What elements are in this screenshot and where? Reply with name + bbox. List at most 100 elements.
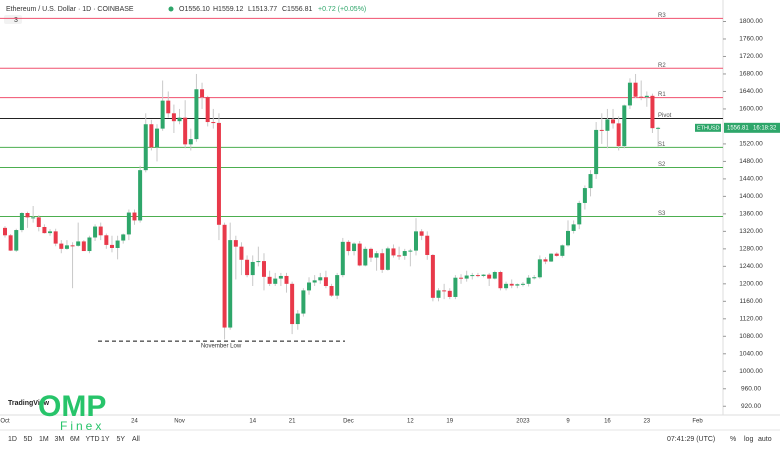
range-button[interactable]: 6M: [70, 436, 80, 443]
range-button[interactable]: All: [132, 436, 140, 443]
x-tick-label: 21: [289, 419, 296, 425]
y-tick-label: 1080.00: [739, 333, 763, 340]
candle-body: [98, 226, 103, 236]
candle-body: [329, 286, 334, 296]
symbol-tag: [695, 123, 721, 132]
x-tick-label: 12: [407, 419, 414, 425]
y-tick-label: 1760.00: [739, 36, 763, 43]
candle-body: [487, 274, 492, 279]
y-tick-label: 1720.00: [739, 53, 763, 60]
logo-sub: Finex: [60, 419, 104, 433]
level-label: R1: [658, 92, 666, 98]
candle-body: [611, 119, 616, 124]
candle-body: [340, 241, 345, 276]
range-button[interactable]: 5D: [24, 436, 33, 443]
candle-body: [436, 290, 441, 298]
candle-body: [599, 129, 604, 131]
candle-body: [492, 272, 497, 279]
candle-body: [205, 97, 210, 123]
candle-body: [571, 224, 576, 231]
candle-body: [166, 100, 171, 114]
y-tick-label: 1320.00: [739, 228, 763, 235]
candle-body: [526, 277, 531, 284]
indicator-toggle[interactable]: [4, 15, 22, 24]
y-tick-label: 1240.00: [739, 263, 763, 270]
candle-body: [397, 255, 402, 257]
candle-body: [616, 123, 621, 147]
candle-body: [132, 212, 137, 221]
candle-body: [549, 253, 554, 262]
range-button[interactable]: YTD: [86, 436, 100, 443]
candle-body: [442, 290, 447, 292]
candle-body: [290, 283, 295, 325]
range-button[interactable]: 3M: [55, 436, 65, 443]
candle-body: [81, 241, 86, 252]
x-tick-label: 2023: [516, 419, 530, 425]
status-dot: [168, 6, 174, 12]
candle-body: [644, 95, 649, 98]
y-tick-label: 1200.00: [739, 281, 763, 288]
candle-body: [413, 231, 418, 251]
candle-body: [160, 100, 165, 129]
axis-option[interactable]: %: [730, 436, 736, 443]
candle-body: [318, 277, 323, 281]
candle-body: [498, 272, 503, 289]
candle-body: [419, 231, 424, 236]
open: O1556.10: [179, 6, 210, 13]
price-countdown: 16:18:32: [753, 125, 777, 131]
candle-body: [36, 217, 41, 227]
y-tick-label: 1360.00: [739, 211, 763, 218]
axis-option[interactable]: log: [744, 436, 753, 443]
price-value: 1556.81: [727, 125, 749, 131]
candle-body: [211, 122, 216, 124]
candle-body: [481, 274, 486, 276]
candle-body: [109, 244, 114, 248]
y-tick-label: 1120.00: [739, 316, 762, 323]
candle-body: [447, 290, 452, 297]
candle-body: [53, 231, 58, 244]
candle-body: [121, 234, 126, 241]
x-tick-label: 16: [604, 419, 611, 425]
range-button[interactable]: 5Y: [117, 436, 126, 443]
candle-body: [335, 275, 340, 296]
x-tick-label: 9: [566, 419, 570, 425]
symbol: Ethereum / U.S. Dollar · 1D · COINBASE: [6, 6, 134, 13]
candle-body: [588, 174, 593, 189]
candle-body: [143, 124, 148, 171]
candle-body: [194, 89, 199, 140]
x-tick-label: 23: [643, 419, 650, 425]
candle-body: [3, 227, 7, 236]
y-tick-label: 1400.00: [739, 193, 763, 200]
candle-body: [352, 243, 357, 252]
level-label: R2: [658, 63, 666, 69]
candle-body: [532, 277, 537, 279]
candle-body: [368, 248, 373, 258]
candle-body: [8, 235, 13, 251]
candle-body: [346, 241, 351, 252]
candle-body: [273, 278, 278, 284]
candle-body: [515, 284, 520, 286]
x-tick-label: 24: [131, 419, 138, 425]
candle-body: [582, 188, 587, 203]
y-tick-label: 1480.00: [739, 158, 763, 165]
y-tick-label: 1520.00: [739, 141, 763, 148]
y-tick-label: 1000.00: [739, 368, 763, 375]
y-tick-label: 1160.00: [739, 298, 762, 305]
candle-body: [155, 128, 160, 148]
range-button[interactable]: 1D: [8, 436, 17, 443]
candle-body: [115, 240, 120, 248]
candle-body: [138, 170, 143, 221]
y-tick-label: 1280.00: [739, 246, 763, 253]
range-button[interactable]: 1M: [39, 436, 49, 443]
axis-option[interactable]: auto: [758, 436, 772, 443]
annotation-label: November Low: [201, 344, 242, 350]
candle-body: [639, 96, 644, 98]
candle-body: [622, 105, 627, 147]
price-tag: [724, 122, 780, 133]
candle-body: [295, 313, 300, 325]
candle-body: [554, 253, 559, 256]
low: L1513.77: [248, 6, 277, 13]
candle-body: [93, 226, 98, 238]
range-button[interactable]: 1Y: [101, 436, 110, 443]
candle-body: [239, 246, 244, 260]
